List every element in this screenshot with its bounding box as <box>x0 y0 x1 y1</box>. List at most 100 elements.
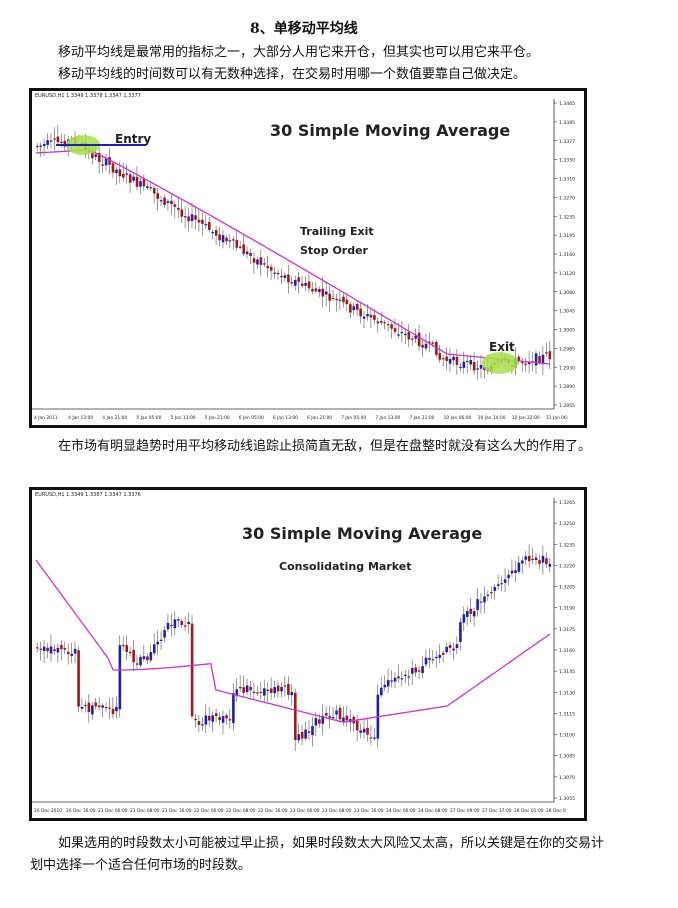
candle-body <box>84 704 87 707</box>
candle-body <box>142 178 146 187</box>
candle-body <box>331 297 335 299</box>
candle-body <box>115 706 118 712</box>
candle-body <box>273 687 276 694</box>
price-tick-label: 1.3005 <box>559 328 575 334</box>
candle-body <box>455 356 459 365</box>
candle-body <box>287 274 290 283</box>
candle-body <box>448 359 452 364</box>
candle-body <box>80 706 84 709</box>
moving-average-line <box>35 559 551 723</box>
candle-body <box>290 282 294 284</box>
candle-body <box>335 298 338 301</box>
price-tick-label: 1.3195 <box>559 233 575 239</box>
candle-body <box>304 283 307 286</box>
candle-body <box>338 299 342 301</box>
candle-body <box>201 724 204 726</box>
candle-body <box>266 689 270 692</box>
exit-label: Exit <box>489 340 515 354</box>
price-tick-label: 1.3160 <box>559 252 575 258</box>
candle-body <box>531 558 534 561</box>
candle-body <box>283 275 287 278</box>
candle-body <box>221 235 225 243</box>
candle-body <box>132 649 135 663</box>
trend-text: 在市场有明显趋势时用平均移动线追踪止损简直无敌，但是在盘整时就没有这么大的作用了… <box>58 439 592 454</box>
candle-body <box>159 639 163 641</box>
candle-body <box>276 272 280 275</box>
candle-body <box>139 656 142 666</box>
candle-body <box>359 308 362 317</box>
price-tick-label: 1.3115 <box>559 711 575 717</box>
candle-body <box>146 656 149 661</box>
candle-body <box>225 715 228 719</box>
candle-body <box>221 716 225 723</box>
candle-body <box>438 353 442 360</box>
candle-body <box>366 727 369 735</box>
exit-marker <box>482 352 518 374</box>
candle-body <box>228 240 232 242</box>
candle-body <box>225 237 228 242</box>
price-tick-label: 1.3120 <box>559 271 575 277</box>
price-tick-label: 1.3160 <box>559 648 575 654</box>
candle-body <box>56 136 60 143</box>
candle-body <box>39 648 43 650</box>
time-tick-label: 27 Dec 09:00 <box>450 808 480 814</box>
candle-body <box>314 718 318 726</box>
candle-body <box>534 353 538 366</box>
candle-body <box>91 705 94 715</box>
candle-body <box>218 717 221 721</box>
chart-trending-svg: 1.3465 1.3385 1.3377 1.3350 1.3310 1.3270 1.32… <box>32 91 584 425</box>
candle-body <box>60 644 63 650</box>
candle-body <box>445 356 448 361</box>
time-tick-label: 22 Dec 08:00 <box>226 808 256 814</box>
candle-body <box>70 653 73 656</box>
candle-body <box>183 216 187 218</box>
price-tick-label: 1.3235 <box>559 542 575 548</box>
candle-body <box>524 556 528 560</box>
candle-body <box>132 176 135 181</box>
candle-body <box>527 361 531 365</box>
candle-body <box>355 720 359 731</box>
candle-body <box>263 688 266 696</box>
candle-body <box>187 621 190 625</box>
candle-body <box>118 645 122 710</box>
candle-body <box>159 200 163 202</box>
price-tick-label: 1.3350 <box>559 158 575 164</box>
candle-body <box>414 335 417 339</box>
candle-body <box>204 223 208 226</box>
price-tick-label: 1.3190 <box>559 606 575 612</box>
time-tick-label: 7 Jan 21:00 <box>409 415 434 421</box>
candle-body <box>173 204 177 207</box>
candle-body <box>500 583 503 585</box>
candle-body <box>466 360 469 363</box>
candle-body <box>548 351 552 360</box>
candle-body <box>335 710 338 715</box>
candle-body <box>307 281 311 289</box>
candle-body <box>249 252 252 256</box>
intro-line-1: 移动平均线是最常用的指标之一，大部分人用它来开仓，但其实也可以用它来平仓。 <box>58 45 540 60</box>
candle-body <box>380 321 383 323</box>
candle-body <box>452 356 455 361</box>
candle-body <box>524 363 528 365</box>
candle-body <box>94 702 98 707</box>
section-heading: 8、单移动平均线 <box>250 21 358 37</box>
candle-body <box>122 173 125 178</box>
candle-body <box>128 651 132 654</box>
candle-body <box>152 187 156 194</box>
candle-body <box>328 293 331 301</box>
candle-body <box>56 647 60 653</box>
candle-body <box>362 316 366 319</box>
chart-trending-canvas: 1.3465 1.3385 1.3377 1.3350 1.3310 1.3270 1.32… <box>32 91 584 425</box>
candle-body <box>355 303 359 310</box>
time-tick-label: 20 Dec 16:00 <box>66 808 96 814</box>
candle-body <box>173 619 177 629</box>
candle-body <box>53 138 56 140</box>
candle-body <box>290 691 294 696</box>
chart-title: 30 Simple Moving Average <box>270 121 511 140</box>
chart-consolidating-canvas: 1.3265 1.3250 1.3235 1.3220 1.3205 1.3190 1.31… <box>32 490 584 818</box>
candle-body <box>338 707 342 720</box>
time-tick-label: 22 Dec 00:00 <box>194 808 224 814</box>
candle-body <box>111 708 115 715</box>
candle-body <box>135 176 139 187</box>
candle-body <box>507 574 510 579</box>
candle-body <box>318 719 321 724</box>
